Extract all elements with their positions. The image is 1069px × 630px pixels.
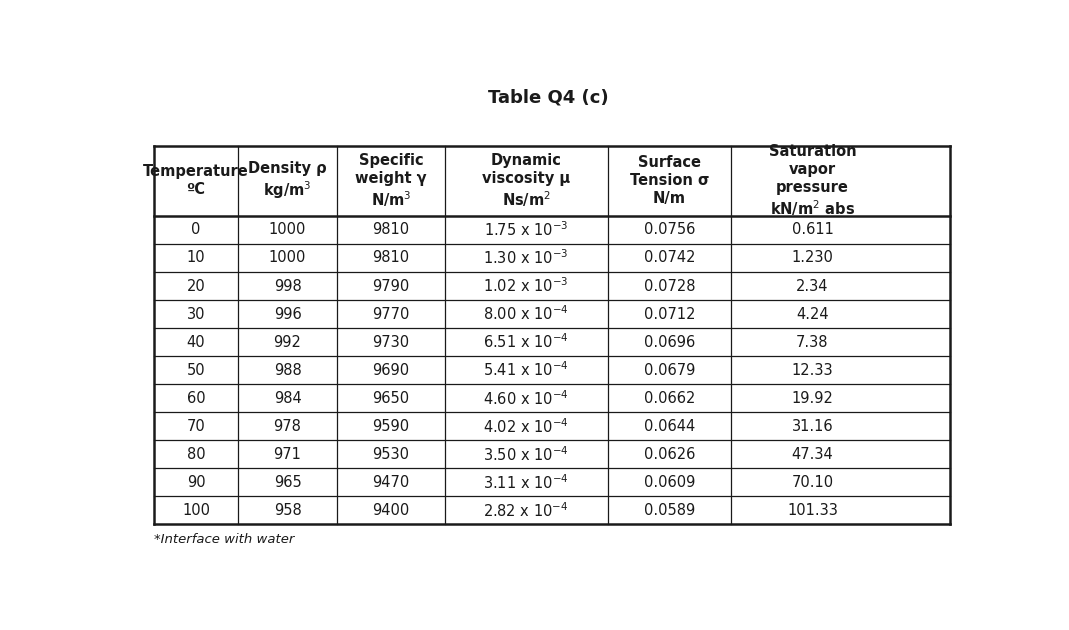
Text: 0.0609: 0.0609 bbox=[644, 475, 695, 490]
Text: 1.230: 1.230 bbox=[791, 251, 834, 265]
Text: 965: 965 bbox=[274, 475, 301, 490]
Text: 10: 10 bbox=[187, 251, 205, 265]
Text: 4.02 x 10$^{-4}$: 4.02 x 10$^{-4}$ bbox=[483, 417, 569, 435]
Text: 0.0712: 0.0712 bbox=[644, 307, 695, 321]
Text: 0.0679: 0.0679 bbox=[644, 363, 695, 377]
Text: 47.34: 47.34 bbox=[792, 447, 834, 462]
Text: 971: 971 bbox=[274, 447, 301, 462]
Text: 6.51 x 10$^{-4}$: 6.51 x 10$^{-4}$ bbox=[483, 333, 569, 352]
Text: 4.24: 4.24 bbox=[796, 307, 828, 321]
Text: 70: 70 bbox=[187, 419, 205, 433]
Text: 0.0626: 0.0626 bbox=[644, 447, 695, 462]
Text: 30: 30 bbox=[187, 307, 205, 321]
Text: 60: 60 bbox=[187, 391, 205, 406]
Text: 1.75 x 10$^{-3}$: 1.75 x 10$^{-3}$ bbox=[484, 220, 569, 239]
Text: 8.00 x 10$^{-4}$: 8.00 x 10$^{-4}$ bbox=[483, 305, 569, 323]
Text: 9470: 9470 bbox=[372, 475, 409, 490]
Text: 9530: 9530 bbox=[372, 447, 409, 462]
Text: 31.16: 31.16 bbox=[792, 419, 834, 433]
Text: 992: 992 bbox=[274, 335, 301, 350]
Text: 1.02 x 10$^{-3}$: 1.02 x 10$^{-3}$ bbox=[483, 277, 569, 295]
Text: *Interface with water: *Interface with water bbox=[154, 533, 295, 546]
Text: 9730: 9730 bbox=[372, 335, 409, 350]
Text: 1000: 1000 bbox=[269, 251, 306, 265]
Text: 9650: 9650 bbox=[372, 391, 409, 406]
Text: 998: 998 bbox=[274, 278, 301, 294]
Text: 7.38: 7.38 bbox=[796, 335, 828, 350]
Text: 1000: 1000 bbox=[269, 222, 306, 238]
Text: 80: 80 bbox=[187, 447, 205, 462]
Text: 9400: 9400 bbox=[372, 503, 409, 518]
Text: Specific
weight γ
N/m$^3$: Specific weight γ N/m$^3$ bbox=[355, 152, 427, 209]
Text: 0.0742: 0.0742 bbox=[644, 251, 695, 265]
Text: 0.0756: 0.0756 bbox=[644, 222, 695, 238]
Text: 19.92: 19.92 bbox=[791, 391, 834, 406]
Text: Density ρ
kg/m$^3$: Density ρ kg/m$^3$ bbox=[248, 161, 327, 202]
Text: 9810: 9810 bbox=[372, 251, 409, 265]
Text: 90: 90 bbox=[187, 475, 205, 490]
Text: 3.50 x 10$^{-4}$: 3.50 x 10$^{-4}$ bbox=[483, 445, 569, 464]
Text: 0.0696: 0.0696 bbox=[644, 335, 695, 350]
Text: 20: 20 bbox=[187, 278, 205, 294]
Text: 9810: 9810 bbox=[372, 222, 409, 238]
Text: 9790: 9790 bbox=[372, 278, 409, 294]
Text: 978: 978 bbox=[274, 419, 301, 433]
Text: Surface
Tension σ
N/m: Surface Tension σ N/m bbox=[630, 156, 709, 207]
Text: 9690: 9690 bbox=[372, 363, 409, 377]
Text: 0.0728: 0.0728 bbox=[644, 278, 695, 294]
Text: 4.60 x 10$^{-4}$: 4.60 x 10$^{-4}$ bbox=[483, 389, 569, 408]
Text: 0.611: 0.611 bbox=[791, 222, 834, 238]
Text: 0.0589: 0.0589 bbox=[644, 503, 695, 518]
Text: 1.30 x 10$^{-3}$: 1.30 x 10$^{-3}$ bbox=[483, 249, 569, 267]
Text: 958: 958 bbox=[274, 503, 301, 518]
Text: 100: 100 bbox=[182, 503, 211, 518]
Text: 12.33: 12.33 bbox=[792, 363, 834, 377]
Text: 2.82 x 10$^{-4}$: 2.82 x 10$^{-4}$ bbox=[483, 501, 569, 520]
Text: Temperature
ºC: Temperature ºC bbox=[143, 164, 249, 197]
Text: 988: 988 bbox=[274, 363, 301, 377]
Text: Saturation
vapor
pressure
kN/m$^2$ abs: Saturation vapor pressure kN/m$^2$ abs bbox=[769, 144, 856, 219]
Text: 0.0662: 0.0662 bbox=[644, 391, 695, 406]
Text: 9590: 9590 bbox=[372, 419, 409, 433]
Text: 3.11 x 10$^{-4}$: 3.11 x 10$^{-4}$ bbox=[483, 473, 569, 491]
Text: 0: 0 bbox=[191, 222, 201, 238]
Text: 0.0644: 0.0644 bbox=[644, 419, 695, 433]
Text: 40: 40 bbox=[187, 335, 205, 350]
Text: 101.33: 101.33 bbox=[787, 503, 838, 518]
Text: 2.34: 2.34 bbox=[796, 278, 828, 294]
Text: 996: 996 bbox=[274, 307, 301, 321]
Text: 9770: 9770 bbox=[372, 307, 409, 321]
Text: Dynamic
viscosity μ
Ns/m$^2$: Dynamic viscosity μ Ns/m$^2$ bbox=[482, 152, 570, 209]
Text: Table Q4 (c): Table Q4 (c) bbox=[487, 88, 608, 106]
Text: 5.41 x 10$^{-4}$: 5.41 x 10$^{-4}$ bbox=[483, 361, 569, 379]
Text: 50: 50 bbox=[187, 363, 205, 377]
Text: 70.10: 70.10 bbox=[791, 475, 834, 490]
Text: 984: 984 bbox=[274, 391, 301, 406]
